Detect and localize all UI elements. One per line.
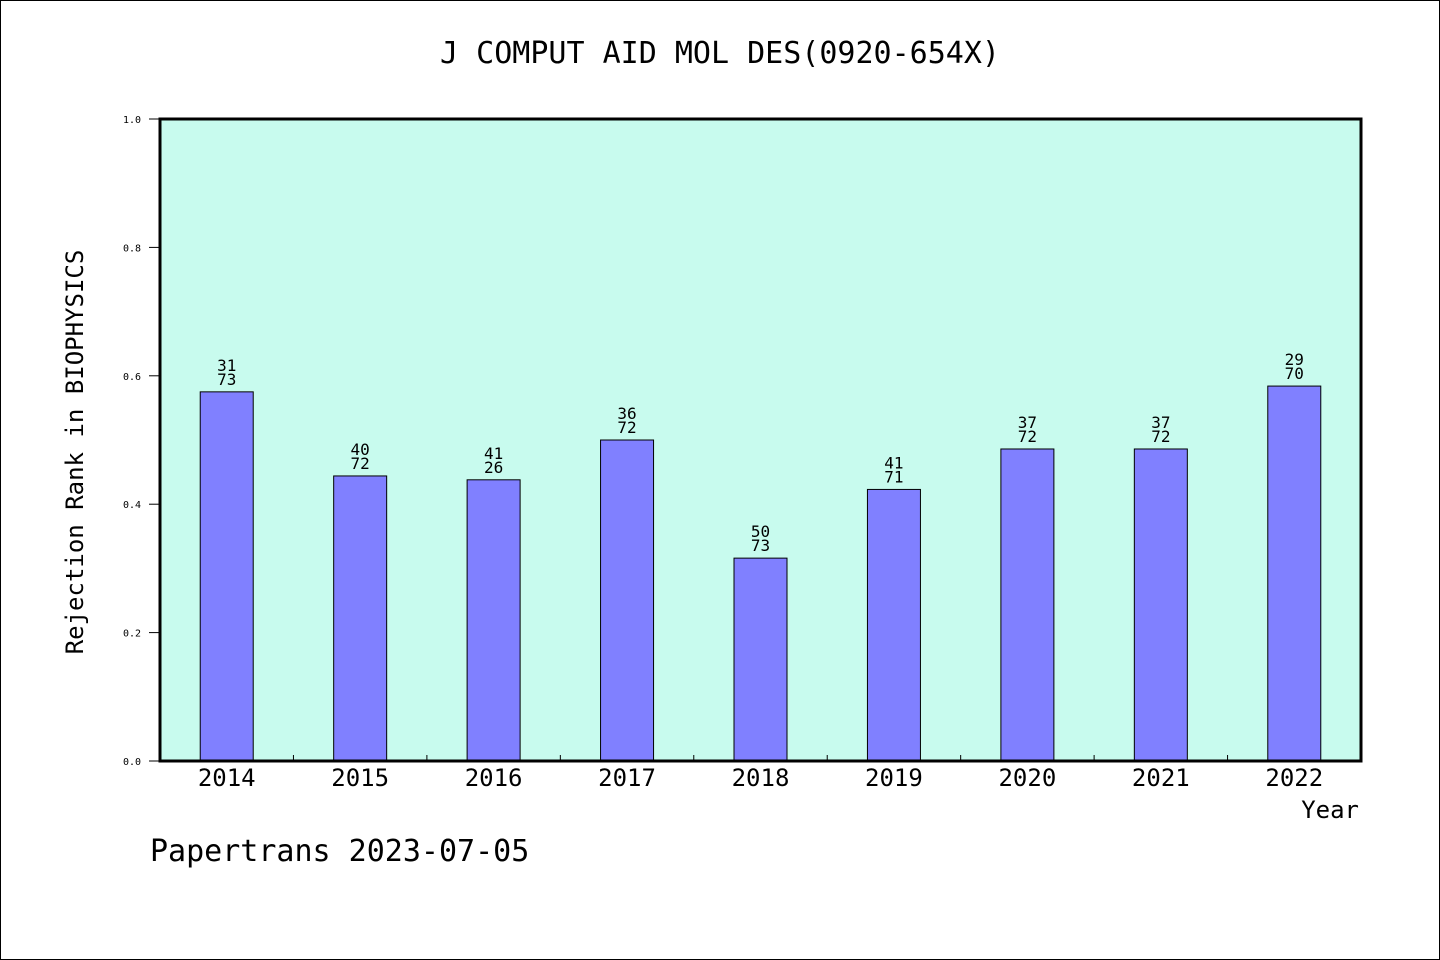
bar-label-top: 36 bbox=[617, 404, 636, 423]
bar-label-bottom: 71 bbox=[884, 467, 903, 486]
bar bbox=[600, 439, 655, 762]
x-tick-label: 2015 bbox=[331, 764, 389, 792]
bar-label-bottom: 72 bbox=[617, 418, 636, 437]
bar-label-top: 37 bbox=[1151, 413, 1170, 432]
y-tick-label: 0.2 bbox=[123, 629, 141, 640]
footer-credit: Papertrans 2023-07-05 bbox=[150, 834, 530, 869]
bar bbox=[1000, 448, 1055, 762]
bar bbox=[333, 475, 388, 762]
bar-label-top: 41 bbox=[884, 453, 903, 472]
x-axis-label: Year bbox=[1301, 796, 1359, 824]
x-tick-label: 2019 bbox=[865, 764, 923, 792]
y-tick-label: 0.6 bbox=[123, 372, 141, 383]
x-tick-label: 2014 bbox=[198, 764, 256, 792]
bar-label-bottom: 73 bbox=[751, 536, 770, 555]
x-tick-label: 2020 bbox=[998, 764, 1056, 792]
bar bbox=[199, 391, 254, 762]
bar bbox=[1267, 385, 1322, 762]
bar-label-bottom: 70 bbox=[1285, 364, 1304, 383]
bar-label-bottom: 72 bbox=[351, 454, 370, 473]
bar-label-top: 40 bbox=[351, 440, 370, 459]
bar bbox=[466, 479, 521, 762]
x-tick-label: 2018 bbox=[732, 764, 790, 792]
bar bbox=[733, 557, 788, 762]
bar-label-top: 41 bbox=[484, 444, 503, 463]
chart-title: J COMPUT AID MOL DES(0920-654X) bbox=[440, 36, 1000, 71]
y-tick-label: 0.0 bbox=[123, 757, 141, 768]
x-tick-label: 2016 bbox=[465, 764, 523, 792]
bar-label-bottom: 26 bbox=[484, 458, 503, 477]
bar-label-bottom: 73 bbox=[217, 370, 236, 389]
x-tick-label: 2022 bbox=[1265, 764, 1323, 792]
y-tick-label: 0.8 bbox=[123, 243, 141, 254]
y-tick-label: 1.0 bbox=[123, 115, 141, 126]
bar bbox=[1133, 448, 1188, 762]
y-tick-label: 0.4 bbox=[123, 500, 141, 511]
bar-label-top: 50 bbox=[751, 522, 770, 541]
bar-label-top: 31 bbox=[217, 356, 236, 375]
bar-label-bottom: 72 bbox=[1151, 427, 1170, 446]
bar-label-bottom: 72 bbox=[1018, 427, 1037, 446]
plot-border bbox=[158, 117, 1363, 763]
bar bbox=[866, 488, 921, 762]
x-tick-label: 2021 bbox=[1132, 764, 1190, 792]
x-tick-label: 2017 bbox=[598, 764, 656, 792]
bar-label-top: 29 bbox=[1285, 350, 1304, 369]
y-axis-label: Rejection Rank in BIOPHYSICS bbox=[61, 249, 89, 655]
bar-label-top: 37 bbox=[1018, 413, 1037, 432]
